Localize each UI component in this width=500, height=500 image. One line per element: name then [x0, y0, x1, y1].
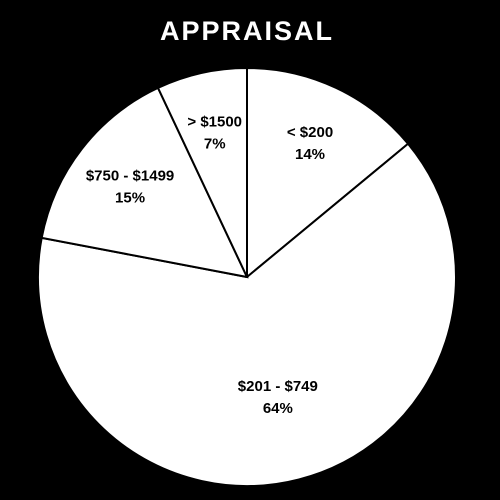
chart-title: APPRAISAL — [160, 16, 334, 46]
slice-value-label: 14% — [295, 146, 325, 163]
slice-value-label: 15% — [115, 189, 145, 206]
pie-slice — [37, 142, 457, 487]
slice-label: < $200 — [287, 124, 333, 141]
pie-slice — [246, 66, 410, 280]
slice-label: $201 - $749 — [238, 378, 318, 395]
slice-label: $750 - $1499 — [86, 167, 174, 184]
slice-value-label: 64% — [263, 400, 293, 417]
pie-slice — [156, 66, 248, 278]
pie-slice — [40, 86, 249, 279]
slice-label: > $1500 — [187, 114, 242, 131]
slice-value-label: 7% — [204, 136, 226, 153]
